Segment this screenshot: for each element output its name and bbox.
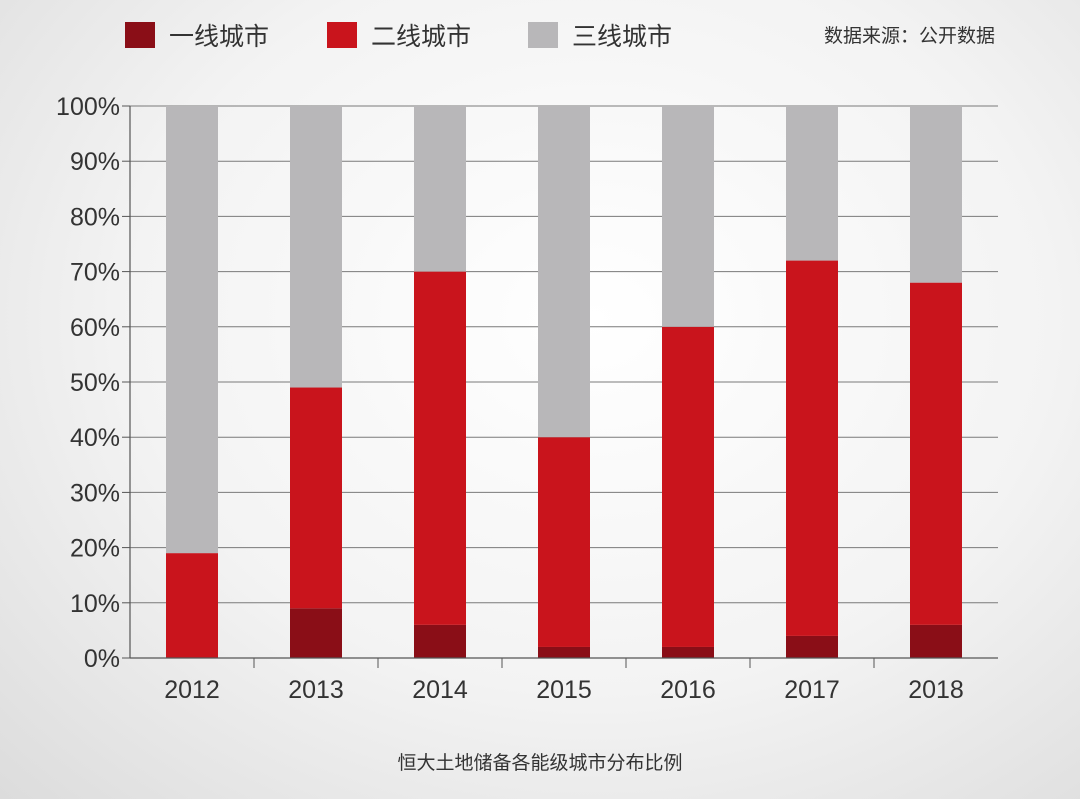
axes: 0% 10% 20% 30% 40% 50% 60% 70% 80% 90% 100% 2012 201… [56, 93, 998, 704]
y-tick-label: 80% [70, 203, 120, 231]
y-tick-label: 100% [56, 93, 120, 121]
bar-segment [290, 106, 342, 388]
y-tick-label: 50% [70, 369, 120, 397]
legend-label: 三线城市 [572, 22, 672, 51]
legend: 一线城市 二线城市 三线城市 [125, 22, 672, 51]
bar-segment [166, 106, 218, 554]
bars [166, 106, 962, 658]
legend-swatch [327, 22, 357, 48]
y-tick-label: 30% [70, 479, 120, 507]
bar-segment [662, 326, 714, 647]
data-source-note: 数据来源：公开数据 [824, 25, 995, 47]
legend-swatch [528, 22, 558, 48]
y-tick-label: 70% [70, 259, 120, 287]
bar-segment [786, 260, 838, 636]
chart-caption: 恒大土地储备各能级城市分布比例 [397, 752, 682, 774]
x-tick-label: 2018 [908, 676, 964, 704]
bar-segment [910, 282, 962, 625]
x-tick-label: 2014 [412, 676, 468, 704]
bar-segment [910, 624, 962, 658]
bar-segment [538, 437, 590, 647]
legend-swatch [125, 22, 155, 48]
legend-label: 二线城市 [371, 22, 471, 51]
y-tick-label: 40% [70, 424, 120, 452]
x-tick-label: 2017 [784, 676, 840, 704]
bar-segment [414, 624, 466, 658]
bar-segment [538, 106, 590, 438]
y-tick-label: 90% [70, 148, 120, 176]
bar-segment [786, 106, 838, 261]
bar-segment [414, 271, 466, 625]
y-tick-label: 10% [70, 590, 120, 618]
bar-segment [538, 646, 590, 658]
x-tick-label: 2015 [536, 676, 592, 704]
bar-segment [786, 635, 838, 658]
bar-segment [166, 553, 218, 658]
bar-segment [290, 387, 342, 609]
legend-label: 一线城市 [169, 22, 269, 51]
y-tick-label: 60% [70, 314, 120, 342]
y-tick-label: 0% [84, 645, 120, 673]
bar-segment [290, 608, 342, 658]
x-tick-label: 2012 [164, 676, 220, 704]
bar-segment [414, 106, 466, 272]
bar-segment [662, 646, 714, 658]
bar-segment [910, 106, 962, 283]
x-tick-label: 2013 [288, 676, 344, 704]
x-tick-label: 2016 [660, 676, 716, 704]
bar-segment [662, 106, 714, 327]
y-tick-label: 20% [70, 535, 120, 563]
